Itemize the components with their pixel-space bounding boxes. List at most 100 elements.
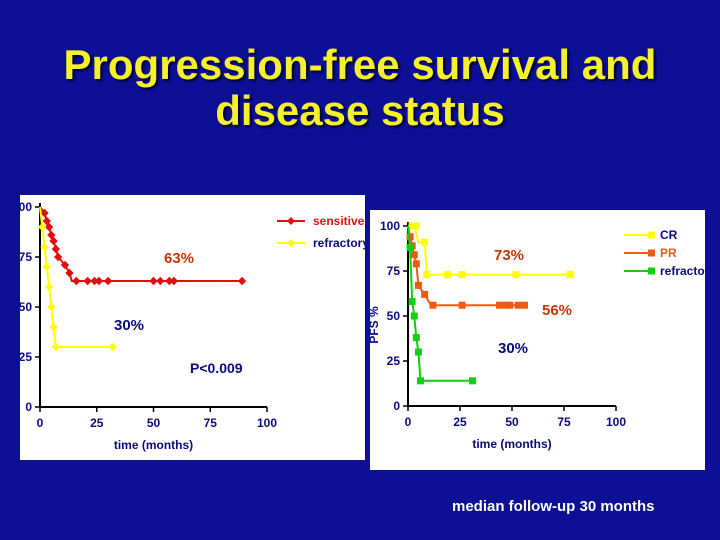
y-tick-label: 50 xyxy=(387,309,401,323)
data-point-sensitive xyxy=(149,276,158,286)
y-tick-label: 25 xyxy=(20,350,32,364)
y-tick-label: 75 xyxy=(387,264,401,278)
data-point-sensitive xyxy=(169,276,179,286)
x-tick-label: 100 xyxy=(606,415,626,429)
data-point-sensitive xyxy=(237,276,247,286)
legend-marker-refractory xyxy=(648,267,655,275)
data-point-pr xyxy=(410,251,418,259)
data-point-pr xyxy=(412,260,420,268)
data-point-sensitive xyxy=(94,276,104,286)
chart-right-svg: 0 25 50 75 100 0 25 50 75 100 time (months) PFS % CR… xyxy=(370,219,705,451)
data-point-cr xyxy=(458,271,466,279)
data-point-refractory xyxy=(468,377,476,385)
x-tick-label: 0 xyxy=(405,415,412,429)
data-point-cr xyxy=(423,271,431,279)
x-tick-label: 100 xyxy=(257,416,277,430)
annotation-p-value: P<0.009 xyxy=(190,360,243,376)
legend-label-pr: PR xyxy=(660,246,677,260)
data-point-sensitive xyxy=(47,230,56,240)
data-point-refractory xyxy=(414,348,422,356)
data-point-sensitive xyxy=(53,252,63,262)
legend-label-sensitive: sensitive xyxy=(313,214,365,228)
legend-marker-cr xyxy=(648,231,655,239)
series-line-refractory xyxy=(407,225,473,382)
data-point-pr xyxy=(502,301,510,309)
data-point-cr xyxy=(512,271,520,279)
legend-marker-pr xyxy=(648,249,655,257)
data-point-refractory xyxy=(51,342,61,352)
data-point-pr xyxy=(458,301,466,309)
x-tick-label: 50 xyxy=(147,416,161,430)
data-point-pr xyxy=(429,301,437,309)
data-point-refractory xyxy=(42,262,52,272)
title-line-1: Progression-free survival and xyxy=(63,41,657,88)
x-axis-title: time (months) xyxy=(472,437,551,451)
data-point-pr xyxy=(514,301,522,309)
data-point-cr xyxy=(408,222,416,230)
y-tick-label: 50 xyxy=(20,300,32,314)
data-point-refractory xyxy=(49,322,58,332)
data-point-sensitive xyxy=(72,276,81,286)
data-point-sensitive xyxy=(103,276,113,286)
data-point-refractory xyxy=(406,244,414,252)
data-point-pr xyxy=(496,301,504,309)
data-point-refractory xyxy=(38,222,47,232)
y-tick-label: 75 xyxy=(20,250,32,264)
data-point-refractory xyxy=(410,312,418,320)
data-point-pr xyxy=(421,290,429,298)
data-point-refractory xyxy=(416,377,424,385)
chart-panel-right: 0 25 50 75 100 0 25 50 75 100 time (months) PFS % CR… xyxy=(370,210,705,470)
series-line-sensitive xyxy=(39,206,245,282)
data-point-cr xyxy=(566,271,574,279)
data-point-refractory xyxy=(44,282,54,292)
data-point-pr xyxy=(414,281,422,289)
annotation-refractory-pct: 30% xyxy=(498,340,528,357)
data-point-cr xyxy=(421,238,429,246)
data-point-pr xyxy=(406,233,414,241)
annotation-cr-pct: 73% xyxy=(494,247,524,264)
data-point-refractory xyxy=(412,334,420,342)
data-point-sensitive xyxy=(40,208,49,218)
x-tick-label: 75 xyxy=(204,416,218,430)
median-follow-up-note: median follow-up 30 months xyxy=(452,498,655,515)
data-point-refractory xyxy=(40,242,49,252)
data-point-sensitive xyxy=(44,222,54,232)
data-point-sensitive xyxy=(42,216,52,226)
x-tick-label: 50 xyxy=(505,415,519,429)
annotation-pr-pct: 56% xyxy=(542,302,572,319)
legend-label-cr: CR xyxy=(660,228,678,242)
y-tick-label: 100 xyxy=(380,219,400,233)
data-point-refractory xyxy=(108,342,117,352)
x-tick-label: 75 xyxy=(557,415,571,429)
legend-marker-refractory xyxy=(287,239,295,247)
data-point-refractory xyxy=(47,302,56,312)
slide-title: Progression-free survival and disease st… xyxy=(0,42,720,134)
series-line-cr xyxy=(408,225,571,276)
data-point-pr xyxy=(506,301,514,309)
x-tick-label: 0 xyxy=(37,416,44,430)
data-point-sensitive xyxy=(83,276,92,286)
title-line-2: disease status xyxy=(215,87,505,134)
x-tick-label: 25 xyxy=(90,416,104,430)
legend-marker-sensitive xyxy=(287,217,295,225)
data-point-refractory xyxy=(408,298,416,306)
data-point-cr xyxy=(444,271,452,279)
y-tick-label: 100 xyxy=(20,200,32,214)
data-point-sensitive xyxy=(65,268,74,278)
data-point-sensitive xyxy=(51,244,61,254)
annotation-sensitive-pct: 63% xyxy=(164,250,194,267)
annotation-refractory-pct: 30% xyxy=(114,317,144,334)
data-point-cr xyxy=(412,222,420,230)
y-tick-label: 0 xyxy=(25,400,32,414)
legend-label-refractory: refractory xyxy=(660,264,705,278)
y-axis-title: PFS % xyxy=(370,306,381,344)
data-point-pr xyxy=(520,301,528,309)
y-tick-label: 25 xyxy=(387,354,401,368)
data-point-sensitive xyxy=(49,236,58,246)
y-tick-label: 0 xyxy=(393,399,400,413)
x-tick-label: 25 xyxy=(453,415,467,429)
x-axis-title: time (months) xyxy=(114,438,193,452)
data-point-sensitive xyxy=(156,276,165,286)
